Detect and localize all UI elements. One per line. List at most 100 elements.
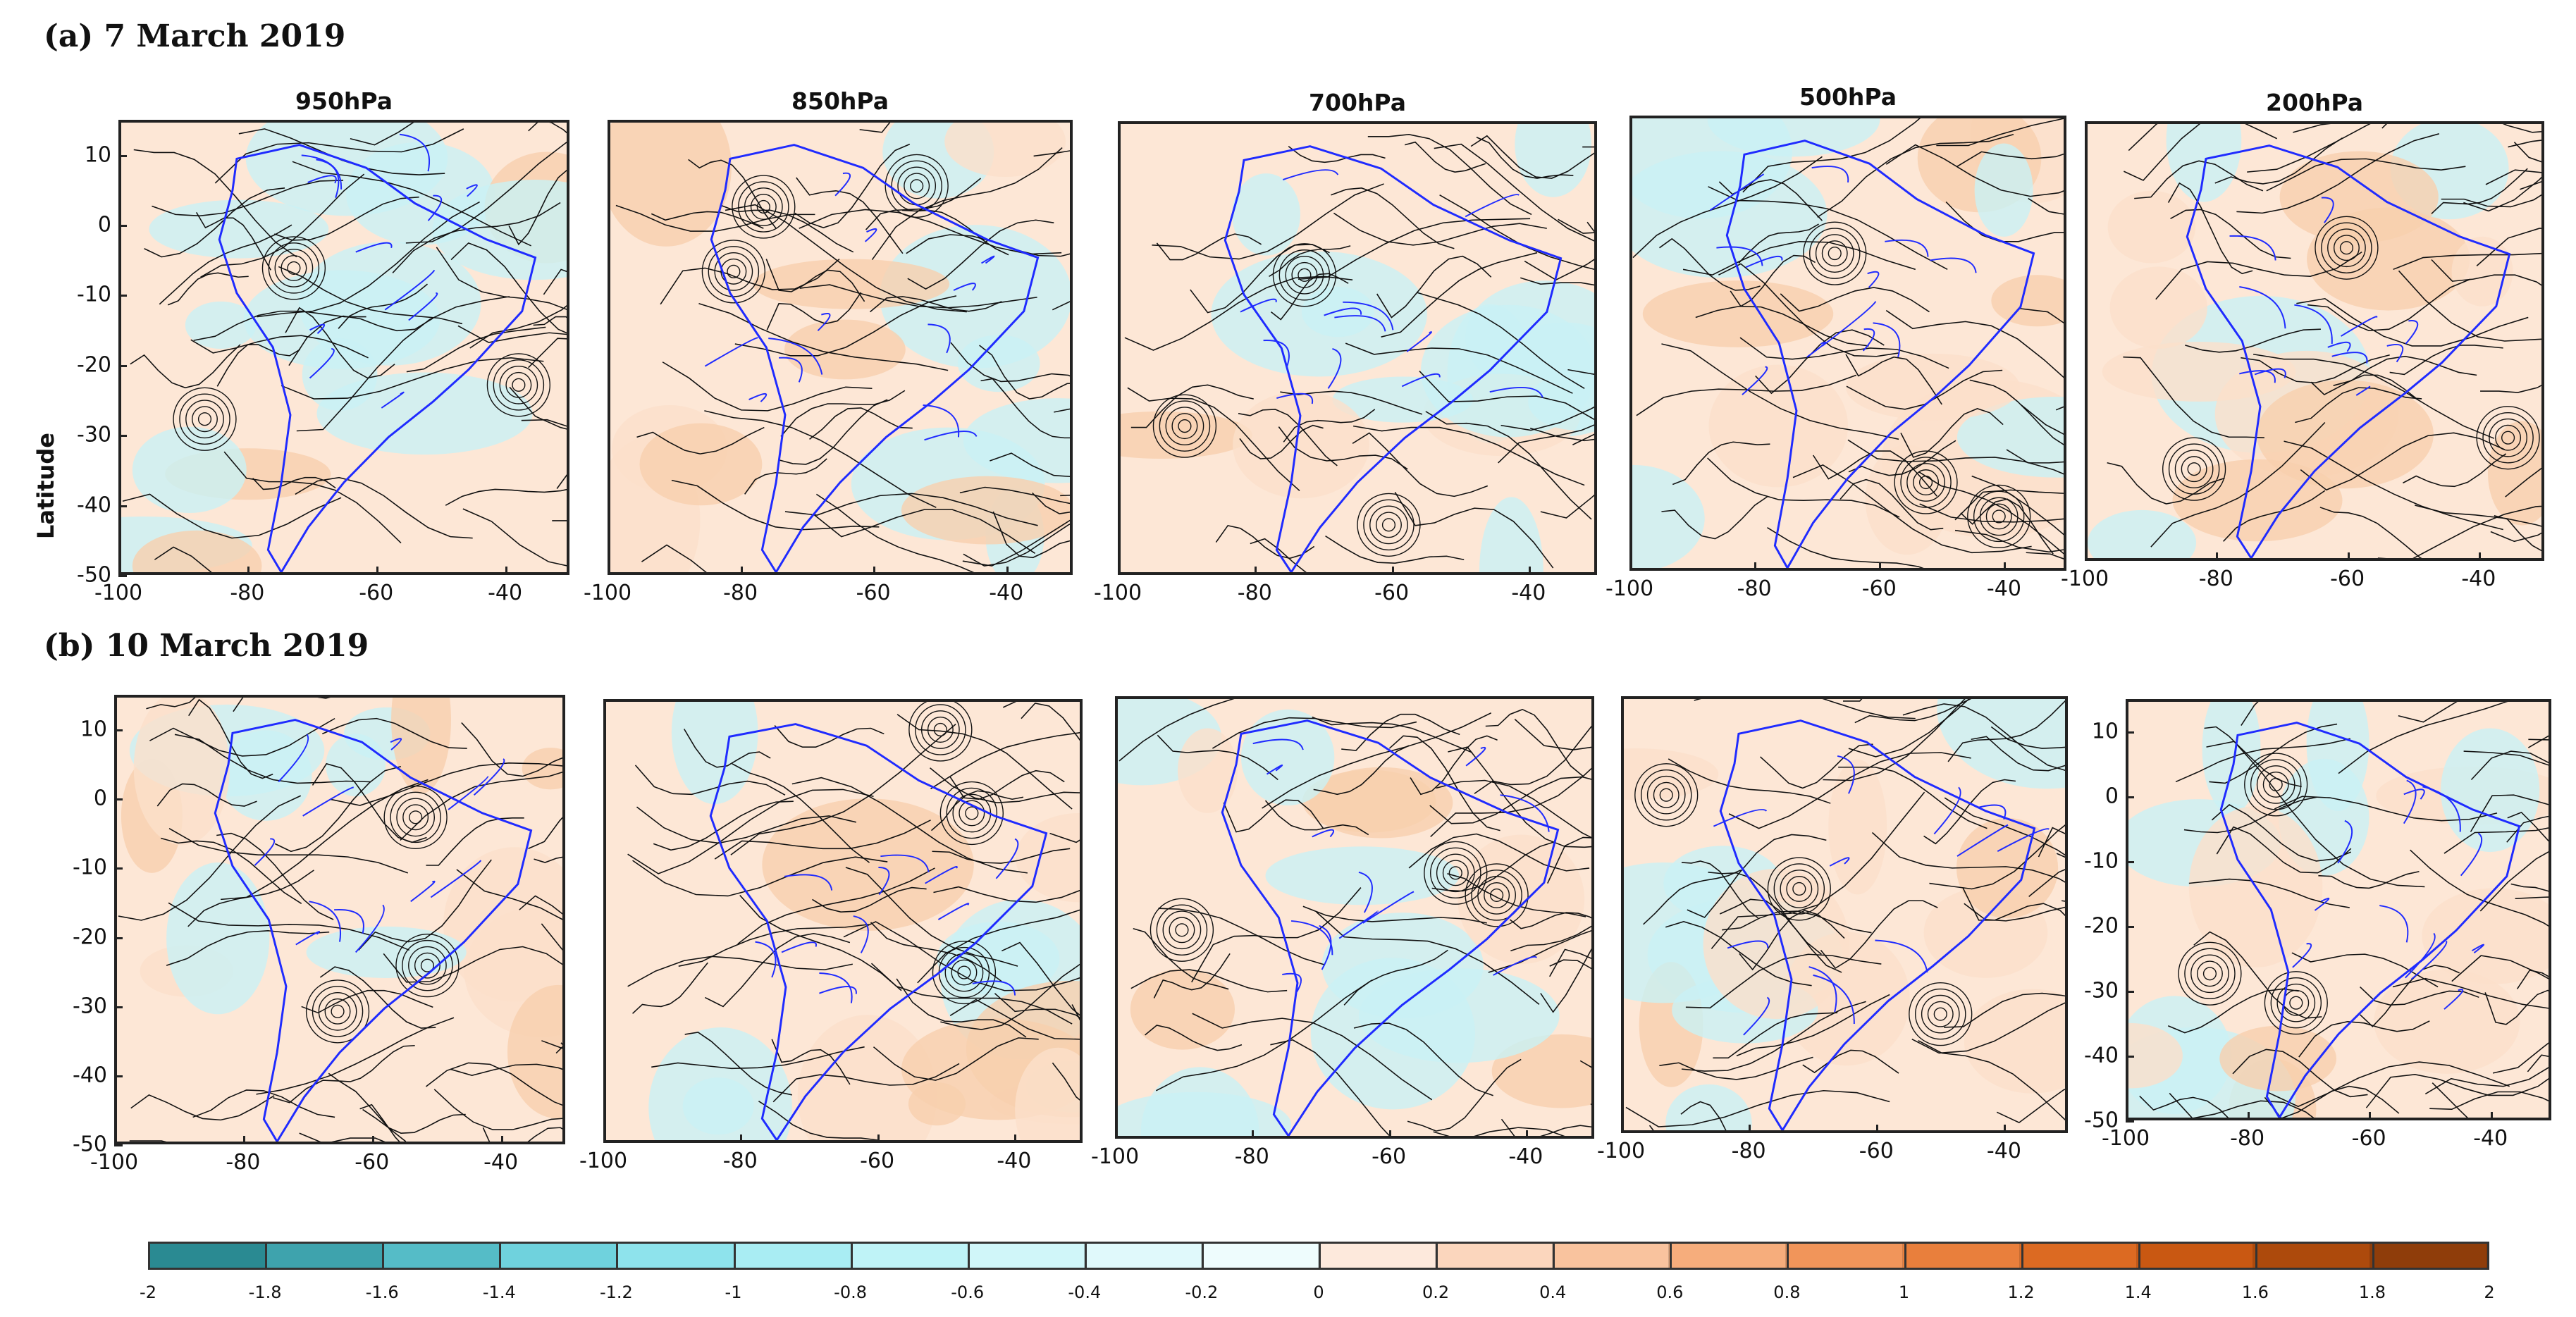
y-tick-label: -40 [73, 1063, 107, 1088]
vortex-streamline [2501, 431, 2515, 445]
country-border [381, 391, 405, 409]
streamline [1156, 233, 1262, 261]
country-border [878, 866, 890, 896]
streamline [1312, 716, 1473, 753]
streamline [771, 1039, 851, 1085]
anomaly-shade [166, 862, 270, 1015]
vortex-streamline [1933, 1007, 1947, 1021]
x-tick-label: -40 [2473, 1126, 2508, 1151]
continent-outline [709, 723, 1048, 1140]
streamline [1262, 712, 1492, 809]
x-tick-mark [1754, 562, 1757, 571]
y-tick-mark [118, 225, 127, 228]
vortex-streamline [1484, 882, 1510, 908]
streamline [1212, 717, 1417, 749]
streamline [1643, 870, 1742, 925]
vortex-streamline [274, 249, 314, 287]
vortex-streamline [904, 173, 930, 199]
country-border [2239, 370, 2276, 383]
y-tick-label: -20 [2084, 913, 2119, 939]
streamline [1288, 145, 1386, 163]
streamline [1190, 244, 1330, 314]
streamline [1572, 433, 1594, 445]
x-tick-label: -80 [230, 581, 265, 605]
streamline [1155, 979, 1373, 1092]
anomaly-shade [784, 319, 906, 380]
vortex-streamline [732, 175, 796, 239]
country-border [278, 734, 309, 783]
x-tick-mark [2216, 552, 2219, 561]
anomaly-shade [1265, 846, 1460, 905]
streamline [1474, 725, 1591, 794]
vortex-streamline [1448, 866, 1462, 880]
streamline [426, 817, 524, 866]
anomaly-shade [762, 798, 974, 931]
streamline [1407, 1058, 1522, 1132]
country-border [924, 431, 978, 441]
streamline [2527, 1054, 2549, 1072]
streamline [2124, 124, 2278, 181]
country-border [427, 194, 442, 221]
streamline [2360, 965, 2460, 1027]
streamline [2476, 228, 2541, 266]
colorbar-segment [1552, 1244, 1670, 1268]
vortex-streamline [197, 412, 212, 426]
vortex-streamline [1381, 518, 1396, 532]
streamline [780, 390, 906, 437]
continent-outline [2186, 144, 2511, 558]
x-tick-mark [1391, 567, 1394, 575]
streamline [1854, 699, 1972, 724]
streamline [400, 772, 562, 841]
country-border [1829, 857, 1850, 867]
country-border [1873, 322, 1901, 358]
streamline [1408, 833, 1590, 872]
streamline [1436, 779, 1591, 839]
y-tick-label: -40 [2084, 1043, 2119, 1068]
streamline [457, 325, 567, 343]
x-tick-label: -80 [723, 581, 758, 605]
streamline [799, 209, 1062, 255]
vortex-streamline [1291, 261, 1318, 288]
vortex-streamline [1985, 503, 2012, 530]
streamline [167, 272, 249, 306]
x-tick-label: -80 [1737, 576, 1772, 601]
country-border [2460, 832, 2483, 877]
streamline [450, 242, 567, 334]
x-tick-mark [2004, 562, 2007, 571]
streamline [156, 783, 257, 807]
colorbar-segment [2019, 1244, 2137, 1268]
streamline [519, 895, 562, 915]
country-border [2471, 944, 2484, 953]
streamline [1430, 767, 1591, 838]
vortex-streamline [932, 940, 997, 1005]
streamline [2185, 328, 2321, 353]
country-border [864, 228, 877, 242]
x-tick-label: -80 [1234, 1144, 1269, 1169]
streamline [2470, 794, 2549, 832]
anomaly-shade [1015, 1047, 1080, 1140]
country-border [1867, 271, 1880, 288]
country-border [309, 323, 326, 334]
streamline [359, 1103, 400, 1142]
streamline [187, 870, 314, 927]
colorbar-tick-label: -1.8 [248, 1282, 282, 1302]
colorbar-tick-mark [2255, 1242, 2257, 1270]
streamline [791, 777, 1028, 874]
streamline [1549, 948, 1591, 977]
x-tick-mark [247, 567, 249, 575]
streamline [1250, 538, 1307, 572]
streamline [2451, 955, 2549, 982]
country-border [295, 931, 321, 946]
country-border [254, 838, 276, 866]
anomaly-shade [1632, 464, 1705, 568]
streamline [2508, 140, 2541, 148]
streamline [1152, 183, 1384, 260]
streamline [2492, 1042, 2549, 1074]
x-tick-mark [242, 1136, 245, 1144]
country-border [1324, 307, 1362, 316]
streamline [845, 867, 1018, 967]
streamline [1695, 305, 1869, 347]
y-tick-mark [114, 729, 123, 732]
country-border [1806, 341, 1826, 358]
streamline [950, 342, 1070, 383]
